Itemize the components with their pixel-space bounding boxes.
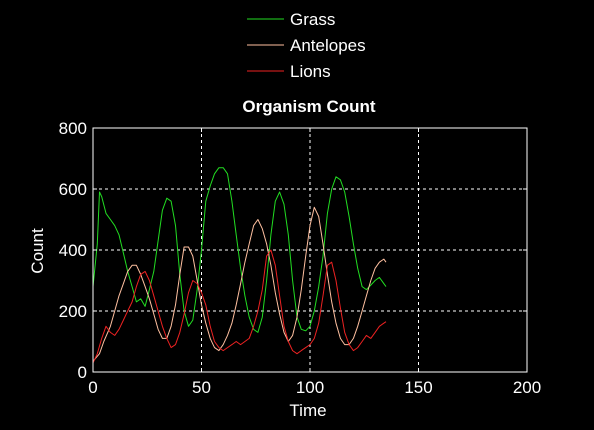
x-tick-label: 100 bbox=[296, 378, 324, 397]
series-lines bbox=[92, 167, 387, 364]
x-tick-label: 200 bbox=[513, 378, 541, 397]
x-axis-ticks: 0 50 100 150 200 bbox=[88, 128, 541, 397]
y-tick-label: 800 bbox=[59, 119, 87, 138]
chart-title: Organism Count bbox=[242, 97, 376, 116]
y-axis-label: Count bbox=[28, 228, 47, 274]
legend-label-grass: Grass bbox=[290, 10, 335, 29]
grid bbox=[93, 128, 527, 372]
y-tick-label: 200 bbox=[59, 302, 87, 321]
x-axis-label: Time bbox=[289, 401, 326, 420]
y-tick-label: 0 bbox=[78, 363, 87, 382]
x-tick-label: 150 bbox=[404, 378, 432, 397]
x-tick-label: 0 bbox=[88, 378, 97, 397]
y-tick-label: 400 bbox=[59, 241, 87, 260]
series-line-grass bbox=[92, 167, 387, 333]
y-tick-label: 600 bbox=[59, 180, 87, 199]
x-tick-label: 50 bbox=[192, 378, 211, 397]
series-line-lions bbox=[92, 249, 387, 364]
series-line-antelopes bbox=[92, 206, 387, 362]
legend-label-lions: Lions bbox=[290, 62, 331, 81]
legend-label-antelopes: Antelopes bbox=[290, 36, 366, 55]
legend: Grass Antelopes Lions bbox=[247, 10, 366, 81]
y-axis-ticks: 0 200 400 600 800 bbox=[59, 119, 527, 382]
